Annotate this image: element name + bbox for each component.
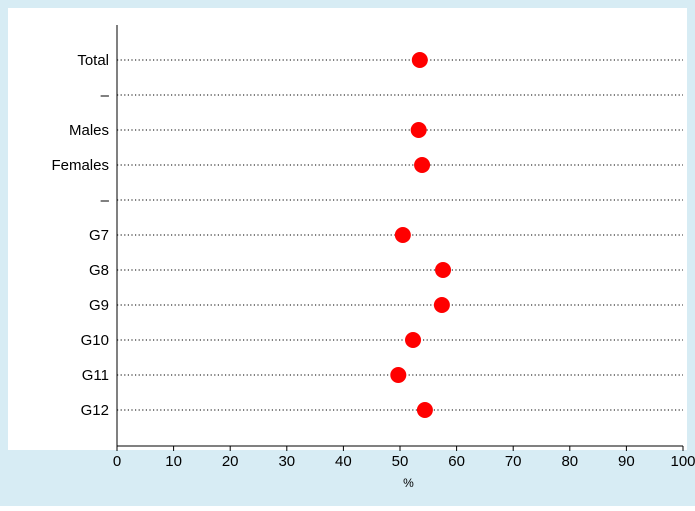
data-point	[435, 262, 452, 278]
data-point	[416, 402, 433, 418]
category-label: G12	[81, 402, 109, 419]
category-label: G9	[89, 297, 109, 314]
category-label: Total	[77, 52, 109, 69]
data-point	[414, 157, 431, 173]
category-label: –	[101, 192, 110, 209]
x-tick-label: 0	[113, 453, 121, 470]
x-tick-label: 60	[448, 453, 465, 470]
x-tick-label: 50	[392, 453, 409, 470]
x-tick-label: 30	[278, 453, 295, 470]
x-tick-label: 90	[618, 453, 635, 470]
category-label: G11	[82, 367, 109, 384]
data-point	[410, 122, 427, 138]
category-label: –	[101, 87, 110, 104]
category-label: Females	[51, 157, 109, 174]
category-label: G10	[81, 332, 109, 349]
x-tick-label: 20	[222, 453, 239, 470]
x-tick-label: 40	[335, 453, 352, 470]
x-tick-label: 70	[505, 453, 522, 470]
category-label: G7	[89, 227, 109, 244]
category-label: Males	[69, 122, 109, 139]
data-point	[411, 52, 428, 68]
category-label: G8	[89, 262, 109, 279]
x-tick-label: 100	[670, 453, 695, 470]
x-tick-label: 80	[561, 453, 578, 470]
data-point	[405, 332, 422, 348]
plot-area	[8, 8, 687, 450]
data-point	[394, 227, 411, 243]
data-point	[433, 297, 450, 313]
data-point	[390, 367, 407, 383]
x-axis-label: %	[403, 476, 414, 490]
x-tick-label: 10	[165, 453, 182, 470]
